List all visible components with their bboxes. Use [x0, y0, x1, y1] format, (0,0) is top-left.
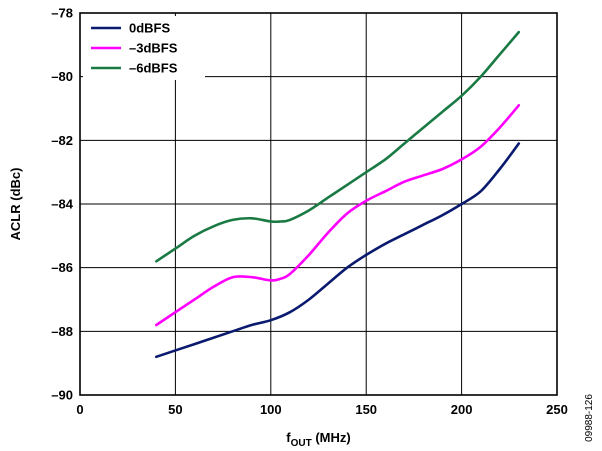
x-tick-label: 0 [76, 402, 83, 417]
y-tick-label: –90 [51, 388, 73, 403]
x-axis-label-subscript: OUT [291, 438, 312, 449]
series-lines [155, 30, 521, 359]
plot-frame [79, 12, 558, 396]
legend-label-2: –6dBFS [129, 61, 178, 76]
x-axis-label: fOUT (MHz) [286, 430, 350, 449]
y-tick-label: –86 [51, 260, 73, 275]
x-axis-label-main: f [286, 430, 291, 445]
x-tick-label: 50 [168, 402, 182, 417]
x-tick-label: 250 [546, 402, 568, 417]
series-line-2 [155, 30, 521, 263]
x-tick-label: 100 [260, 402, 282, 417]
y-tick-label: –88 [51, 324, 73, 339]
legend-label-1: –3dBFS [129, 41, 178, 56]
series-line-0 [155, 142, 521, 359]
y-tick-label: –84 [51, 197, 73, 212]
series-line-1 [155, 104, 521, 327]
x-tick-label: 150 [355, 402, 377, 417]
y-tick-label: –82 [51, 133, 73, 148]
x-axis-label-unit: (MHz) [312, 430, 351, 445]
x-tick-label: 200 [451, 402, 473, 417]
tick-labels: 0 50 100 150 200 250 –90 –88 –86 –84 –82 –80 –78 [51, 6, 568, 418]
y-tick-label: –78 [51, 6, 73, 21]
legend: 0dBFS –3dBFS –6dBFS [83, 16, 205, 80]
y-axis-label: ACLR (dBc) [8, 168, 23, 241]
legend-label-0: 0dBFS [129, 21, 171, 36]
y-tick-label: –80 [51, 69, 73, 84]
grid [80, 13, 557, 395]
figure-id: 09988-126 [584, 394, 595, 442]
